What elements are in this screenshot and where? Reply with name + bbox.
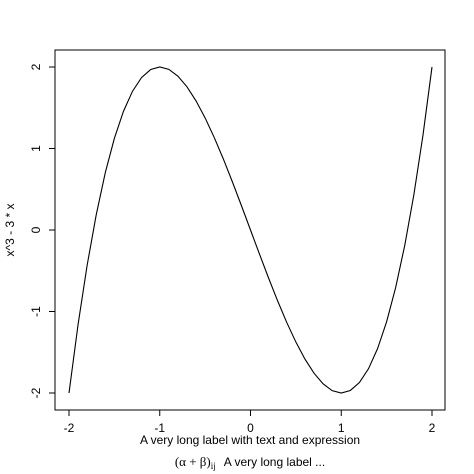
x-tick-label: 1 bbox=[338, 421, 345, 435]
x-tick-label: -1 bbox=[154, 421, 165, 435]
expr-close-paren: ) bbox=[206, 454, 210, 469]
y-tick-label: 2 bbox=[29, 63, 43, 70]
subtitle-expression: (α + β)ij A very long label ... bbox=[175, 454, 325, 471]
expr-alpha-plus-beta: α + β bbox=[179, 454, 207, 469]
x-tick-label: 0 bbox=[247, 421, 254, 435]
y-axis-label: x^3 - 3 * x bbox=[3, 204, 17, 257]
x-axis: -2 -1 0 1 2 bbox=[64, 409, 436, 435]
subtitle-text: A very long label ... bbox=[224, 455, 325, 469]
x-axis-label: A very long label with text and expressi… bbox=[140, 433, 360, 447]
y-tick-label: 0 bbox=[29, 226, 43, 233]
expr-subscript: ij bbox=[211, 461, 216, 471]
function-curve bbox=[68, 66, 433, 394]
expr-open-paren: ( bbox=[175, 454, 179, 469]
y-tick-label: 1 bbox=[29, 145, 43, 152]
y-tick-label: -2 bbox=[29, 387, 43, 398]
y-tick-label: -1 bbox=[29, 306, 43, 317]
x-tick-label: 2 bbox=[429, 421, 436, 435]
y-axis: -2 -1 0 1 2 bbox=[29, 63, 56, 398]
x-tick-label: -2 bbox=[64, 421, 75, 435]
